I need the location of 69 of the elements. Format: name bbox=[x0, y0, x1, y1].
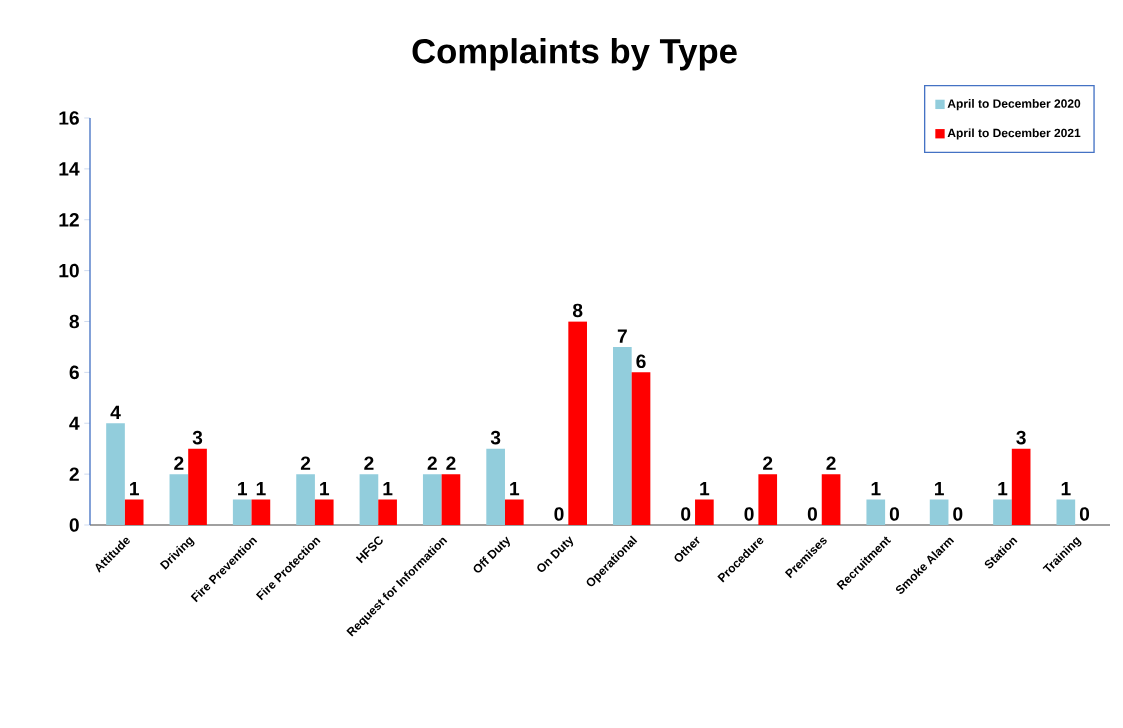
y-tick-label: 10 bbox=[59, 263, 79, 278]
bar bbox=[504, 499, 524, 525]
y-tick-label: 14 bbox=[59, 162, 80, 176]
bar bbox=[106, 423, 125, 525]
data-label: 3 bbox=[490, 430, 501, 445]
bar bbox=[232, 499, 252, 525]
bar bbox=[993, 499, 1012, 525]
y-tick-label: 4 bbox=[69, 416, 80, 430]
bar bbox=[441, 474, 461, 525]
bar bbox=[821, 474, 841, 525]
legend-label: April to December 2020 bbox=[947, 99, 1081, 111]
data-label: 0 bbox=[681, 507, 691, 521]
bar bbox=[378, 499, 397, 525]
bar bbox=[422, 474, 442, 525]
bar bbox=[695, 499, 714, 525]
data-label: 1 bbox=[510, 482, 520, 496]
bar bbox=[631, 372, 651, 525]
data-label: 2 bbox=[174, 456, 184, 470]
data-label: 1 bbox=[871, 482, 881, 496]
data-label: 1 bbox=[1061, 482, 1071, 496]
data-label: 4 bbox=[110, 405, 121, 419]
data-label: 0 bbox=[744, 507, 754, 521]
bar bbox=[188, 448, 207, 525]
bar bbox=[929, 499, 949, 525]
data-label: 7 bbox=[617, 329, 627, 343]
data-label: 1 bbox=[320, 482, 330, 496]
data-label: 1 bbox=[256, 482, 266, 496]
data-label: 2 bbox=[826, 456, 836, 470]
y-tick-label: 8 bbox=[69, 314, 79, 329]
bar bbox=[359, 474, 379, 525]
y-tick-label: 6 bbox=[69, 365, 79, 380]
chart-title: Complaints by Type bbox=[412, 38, 737, 71]
bar bbox=[758, 474, 778, 525]
bar bbox=[296, 474, 315, 525]
data-label: 0 bbox=[554, 507, 564, 521]
data-label: 2 bbox=[763, 456, 773, 470]
data-label: 2 bbox=[446, 456, 456, 470]
bar bbox=[486, 448, 505, 525]
bar bbox=[124, 499, 144, 525]
bar bbox=[568, 321, 587, 525]
data-label: 0 bbox=[807, 507, 817, 521]
data-label: 1 bbox=[700, 482, 710, 496]
y-tick-label: 2 bbox=[69, 467, 79, 481]
bar bbox=[314, 499, 334, 525]
data-label: 0 bbox=[889, 507, 899, 521]
y-tick-label: 16 bbox=[59, 111, 79, 125]
bar bbox=[251, 499, 271, 525]
data-label: 2 bbox=[427, 456, 437, 470]
data-label: 2 bbox=[300, 456, 311, 470]
bar bbox=[613, 346, 632, 525]
data-label: 2 bbox=[364, 456, 374, 470]
bar bbox=[1011, 448, 1031, 525]
y-tick-label: 0 bbox=[69, 518, 79, 532]
data-label: 8 bbox=[572, 303, 583, 318]
bar bbox=[866, 499, 886, 525]
data-label: 3 bbox=[1016, 430, 1026, 445]
legend-label: April to December 2021 bbox=[947, 128, 1081, 140]
data-label: 3 bbox=[192, 430, 203, 445]
data-label: 0 bbox=[1079, 507, 1090, 521]
data-label: 0 bbox=[953, 507, 963, 521]
y-tick-label: 12 bbox=[59, 213, 79, 227]
data-label: 1 bbox=[383, 482, 393, 496]
bar bbox=[169, 474, 189, 525]
data-label: 1 bbox=[130, 482, 139, 496]
data-label: 1 bbox=[998, 482, 1008, 496]
data-label: 1 bbox=[238, 482, 248, 496]
data-label: 6 bbox=[636, 354, 646, 369]
bar bbox=[1056, 499, 1076, 525]
data-label: 1 bbox=[935, 482, 944, 496]
